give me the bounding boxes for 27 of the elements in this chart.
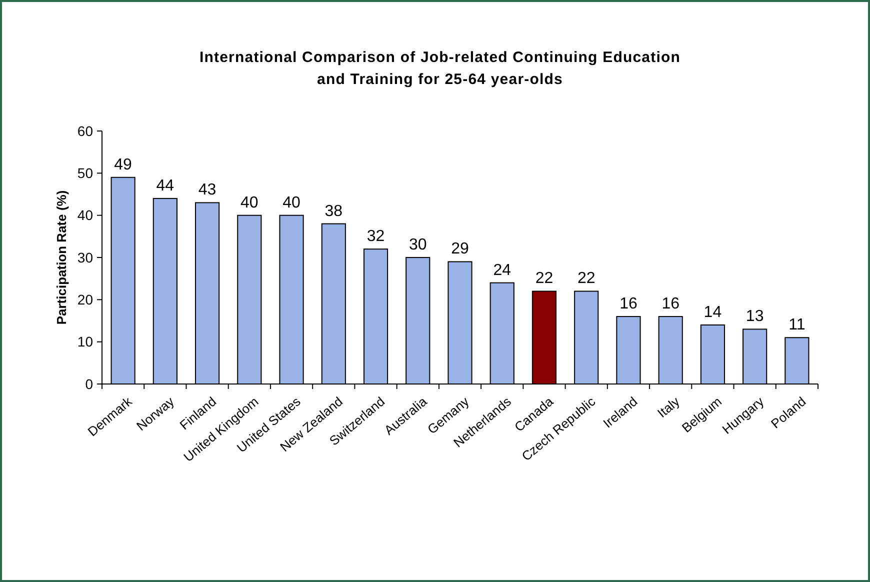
data-label: 29 bbox=[451, 240, 469, 258]
data-label: 49 bbox=[114, 156, 132, 174]
y-tick-label: 10 bbox=[77, 334, 94, 350]
y-tick-label: 20 bbox=[77, 292, 94, 308]
chart-title: International Comparison of Job-related Continuing Education and Training for 25-64 year-olds bbox=[199, 49, 681, 88]
data-label: 40 bbox=[282, 194, 301, 212]
data-label: 22 bbox=[577, 270, 596, 288]
data-label: 40 bbox=[240, 194, 258, 212]
y-tick-label: 50 bbox=[77, 165, 94, 182]
data-label: 11 bbox=[788, 316, 806, 334]
data-label: 43 bbox=[198, 182, 216, 199]
data-label: 32 bbox=[366, 228, 385, 246]
y-tick-label: 40 bbox=[77, 207, 94, 224]
y-tick-label: 30 bbox=[77, 249, 94, 266]
data-label: 38 bbox=[324, 202, 343, 220]
data-label: 30 bbox=[408, 236, 427, 254]
data-label: 44 bbox=[156, 177, 174, 194]
data-label: 13 bbox=[746, 308, 764, 326]
data-label: 22 bbox=[535, 270, 554, 288]
data-label: 24 bbox=[493, 262, 512, 279]
y-tick-label: 0 bbox=[85, 376, 94, 392]
x-tick-label: Italy bbox=[654, 393, 683, 421]
y-axis-title: Participation Rate (%) bbox=[54, 190, 69, 325]
data-label: 16 bbox=[662, 296, 680, 313]
y-tick-label: 60 bbox=[77, 122, 94, 139]
data-label: 14 bbox=[704, 304, 722, 321]
data-label: 16 bbox=[620, 296, 638, 313]
